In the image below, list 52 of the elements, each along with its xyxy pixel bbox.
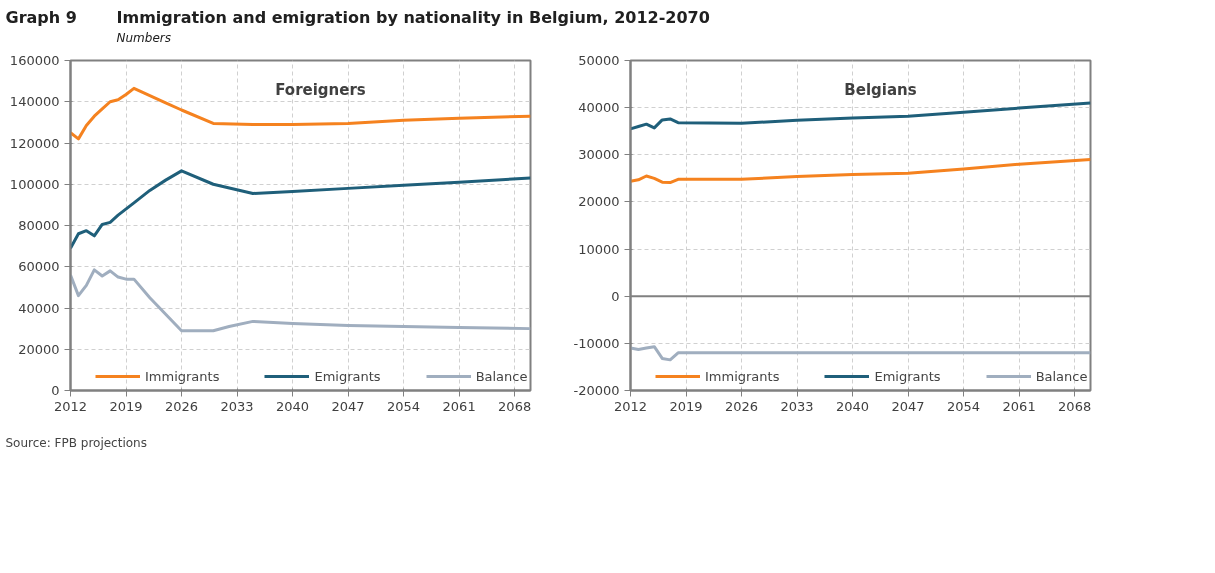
line-series: [70, 169, 531, 250]
legend-label: Immigrants: [705, 368, 780, 384]
x-tick-label: 2054: [387, 398, 421, 414]
x-tick-label: 2026: [724, 398, 759, 414]
y-tick-label: 20000: [578, 194, 620, 210]
line-series: [70, 268, 531, 333]
y-tick-label: 100000: [9, 176, 60, 192]
x-tick-label: 2047: [331, 398, 365, 414]
legend-label: Balance: [1035, 368, 1088, 384]
line-series: [630, 101, 1091, 131]
y-tick-label: 10000: [578, 241, 620, 257]
x-tick-label: 2061: [442, 398, 476, 414]
legend-label: Immigrants: [145, 368, 220, 384]
x-tick-label: 2040: [276, 398, 310, 414]
caption: Graph 9: [5, 8, 77, 27]
x-tick-label: 2012: [53, 398, 88, 414]
source-note: Source: FPB projections: [5, 436, 147, 450]
y-tick-label: -10000: [573, 335, 620, 351]
legend-label: Emigrants: [314, 368, 381, 384]
legend-label: Emigrants: [874, 368, 941, 384]
text: Numbers: [116, 30, 171, 45]
y-tick-label: 140000: [9, 94, 60, 110]
text: Belgians: [844, 80, 917, 99]
x-tick-label: 2068: [498, 398, 532, 414]
y-tick-label: 60000: [18, 259, 60, 275]
x-tick-label: 2061: [1002, 398, 1036, 414]
x-tick-label: 2033: [220, 398, 254, 414]
y-tick-label: 40000: [18, 300, 60, 316]
x-tick-label: 2040: [836, 398, 870, 414]
y-tick-label: 0: [611, 288, 620, 304]
y-tick-label: -20000: [573, 383, 620, 398]
x-tick-label: 2033: [780, 398, 814, 414]
x-tick-label: 2019: [109, 398, 143, 414]
x-tick-label: 2054: [947, 398, 981, 414]
line-series: [630, 345, 1091, 362]
x-tick-label: 2047: [891, 398, 925, 414]
x-tick-label: 2019: [669, 398, 703, 414]
x-tick-label: 2026: [164, 398, 199, 414]
y-tick-label: 20000: [18, 341, 60, 357]
y-tick-label: 50000: [578, 53, 620, 68]
y-tick-label: 30000: [578, 147, 620, 163]
x-tick-label: 2068: [1058, 398, 1092, 414]
text: Foreigners: [275, 80, 366, 99]
text: Immigration and emigration by nationality in Belgium, 2012-2070: [116, 8, 710, 27]
y-tick-label: 160000: [9, 53, 60, 68]
y-tick-label: 40000: [578, 100, 620, 116]
y-tick-label: 120000: [9, 135, 60, 151]
y-tick-label: 80000: [18, 218, 60, 233]
line-series: [630, 158, 1091, 185]
y-tick-label: 0: [51, 383, 60, 398]
legend-label: Balance: [475, 368, 528, 384]
x-tick-label: 2012: [613, 398, 648, 414]
